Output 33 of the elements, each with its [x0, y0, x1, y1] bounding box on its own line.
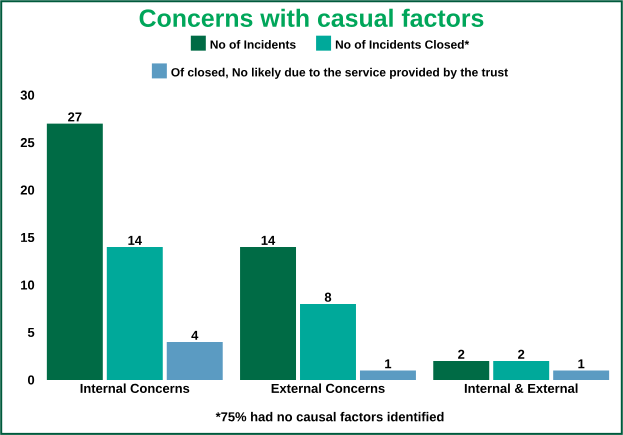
data-label: 2	[518, 350, 524, 359]
data-label: 14	[262, 236, 276, 245]
data-label: 8	[324, 292, 332, 302]
legend-label: No of Incidents Closed*	[336, 40, 470, 49]
data-label: 14	[128, 236, 142, 245]
bar	[493, 360, 550, 380]
y-tick-label: 30	[20, 90, 34, 100]
bar	[433, 360, 490, 380]
y-tick-label: 10	[21, 280, 34, 290]
y-tick-label: 5	[28, 328, 34, 337]
data-label: 27	[68, 112, 82, 122]
x-tick-label: Internal Concerns	[80, 383, 190, 393]
data-label: 1	[385, 359, 392, 368]
bar	[360, 370, 416, 380]
bar	[46, 124, 103, 380]
x-tick-label: External Concerns	[272, 383, 385, 393]
bar	[300, 304, 356, 380]
bar	[240, 246, 296, 380]
bar	[106, 246, 163, 380]
chart-title: Concerns with casual factors	[140, 8, 484, 27]
bar	[166, 342, 223, 380]
data-label: 2	[458, 350, 464, 359]
legend-label: Of closed, No likely due to the service provided by the trust	[171, 68, 508, 79]
data-label: 4	[191, 330, 198, 340]
data-label: 1	[578, 359, 584, 368]
bar	[553, 370, 610, 380]
y-tick-label: 20	[20, 185, 34, 195]
text: *75% had no causal factors identified	[216, 412, 444, 422]
y-tick-label: 15	[21, 232, 34, 242]
legend-label: No of Incidents	[210, 40, 296, 49]
x-tick-label: Internal & External	[464, 383, 578, 393]
y-tick-label: 25	[20, 138, 34, 148]
y-tick-label: 0	[28, 375, 34, 384]
